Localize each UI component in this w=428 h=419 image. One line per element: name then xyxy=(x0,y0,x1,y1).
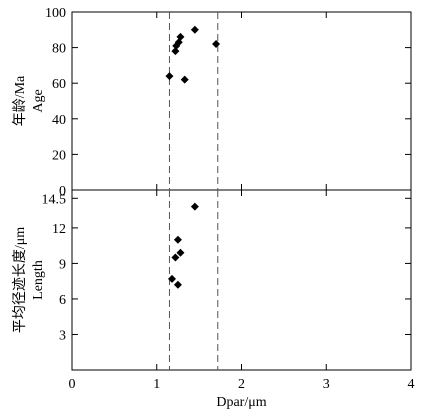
top-ylabel-cn: 年龄/Ma xyxy=(12,75,28,126)
top-ytick-label: 20 xyxy=(52,148,66,163)
top-ytick-label: 0 xyxy=(59,184,66,199)
top-data-point xyxy=(176,32,185,41)
xtick-label: 3 xyxy=(323,377,330,392)
bottom-panel-frame xyxy=(71,189,412,371)
top-data-point xyxy=(171,47,180,56)
top-ytick-label: 80 xyxy=(52,42,66,57)
top-ylabel-en: Age xyxy=(31,89,46,112)
bottom-data-point xyxy=(173,280,182,289)
xtick-label: 4 xyxy=(408,377,415,392)
xtick-label: 2 xyxy=(238,377,245,392)
top-data-point xyxy=(212,40,221,49)
top-data-point xyxy=(165,72,174,81)
xtick-label: 1 xyxy=(153,377,160,392)
bottom-ytick-label: 6 xyxy=(59,293,66,308)
bottom-data-point xyxy=(168,274,177,283)
top-data-point xyxy=(180,75,189,84)
bottom-ytick-label: 3 xyxy=(59,328,66,343)
bottom-ylabel-cn: 平均径迹长度/μm xyxy=(12,227,28,333)
top-ytick-label: 40 xyxy=(52,113,66,128)
top-ytick-label: 60 xyxy=(52,77,66,92)
bottom-data-point xyxy=(190,202,199,211)
bottom-ytick-label: 9 xyxy=(59,257,66,272)
bottom-ylabel-en: Length xyxy=(31,260,46,300)
bottom-data-point xyxy=(176,248,185,257)
bottom-data-point xyxy=(171,253,180,262)
top-data-point xyxy=(190,25,199,34)
bottom-ytick-label: 12 xyxy=(52,222,66,237)
xtick-label: 0 xyxy=(69,377,76,392)
top-ytick-label: 100 xyxy=(45,6,66,21)
top-panel-frame xyxy=(71,11,412,191)
bottom-data-point xyxy=(173,235,182,244)
x-axis-title: Dpar/μm xyxy=(216,395,266,410)
bottom-ytick-label: 14.5 xyxy=(42,192,67,207)
